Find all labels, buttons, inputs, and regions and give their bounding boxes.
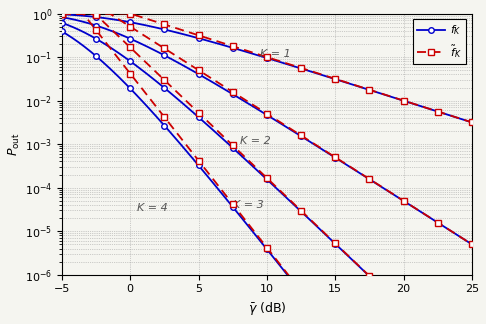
- Legend: $f_K$, $\tilde{f}_K$: $f_K$, $\tilde{f}_K$: [413, 19, 467, 64]
- Text: K = 4: K = 4: [137, 202, 168, 213]
- Text: K = 1: K = 1: [260, 49, 291, 59]
- X-axis label: $\bar{\gamma}$ (dB): $\bar{\gamma}$ (dB): [248, 300, 286, 317]
- Text: K = 2: K = 2: [240, 136, 270, 146]
- Text: K = 3: K = 3: [233, 200, 263, 210]
- Y-axis label: $P_{\mathrm{out}}$: $P_{\mathrm{out}}$: [7, 132, 22, 156]
